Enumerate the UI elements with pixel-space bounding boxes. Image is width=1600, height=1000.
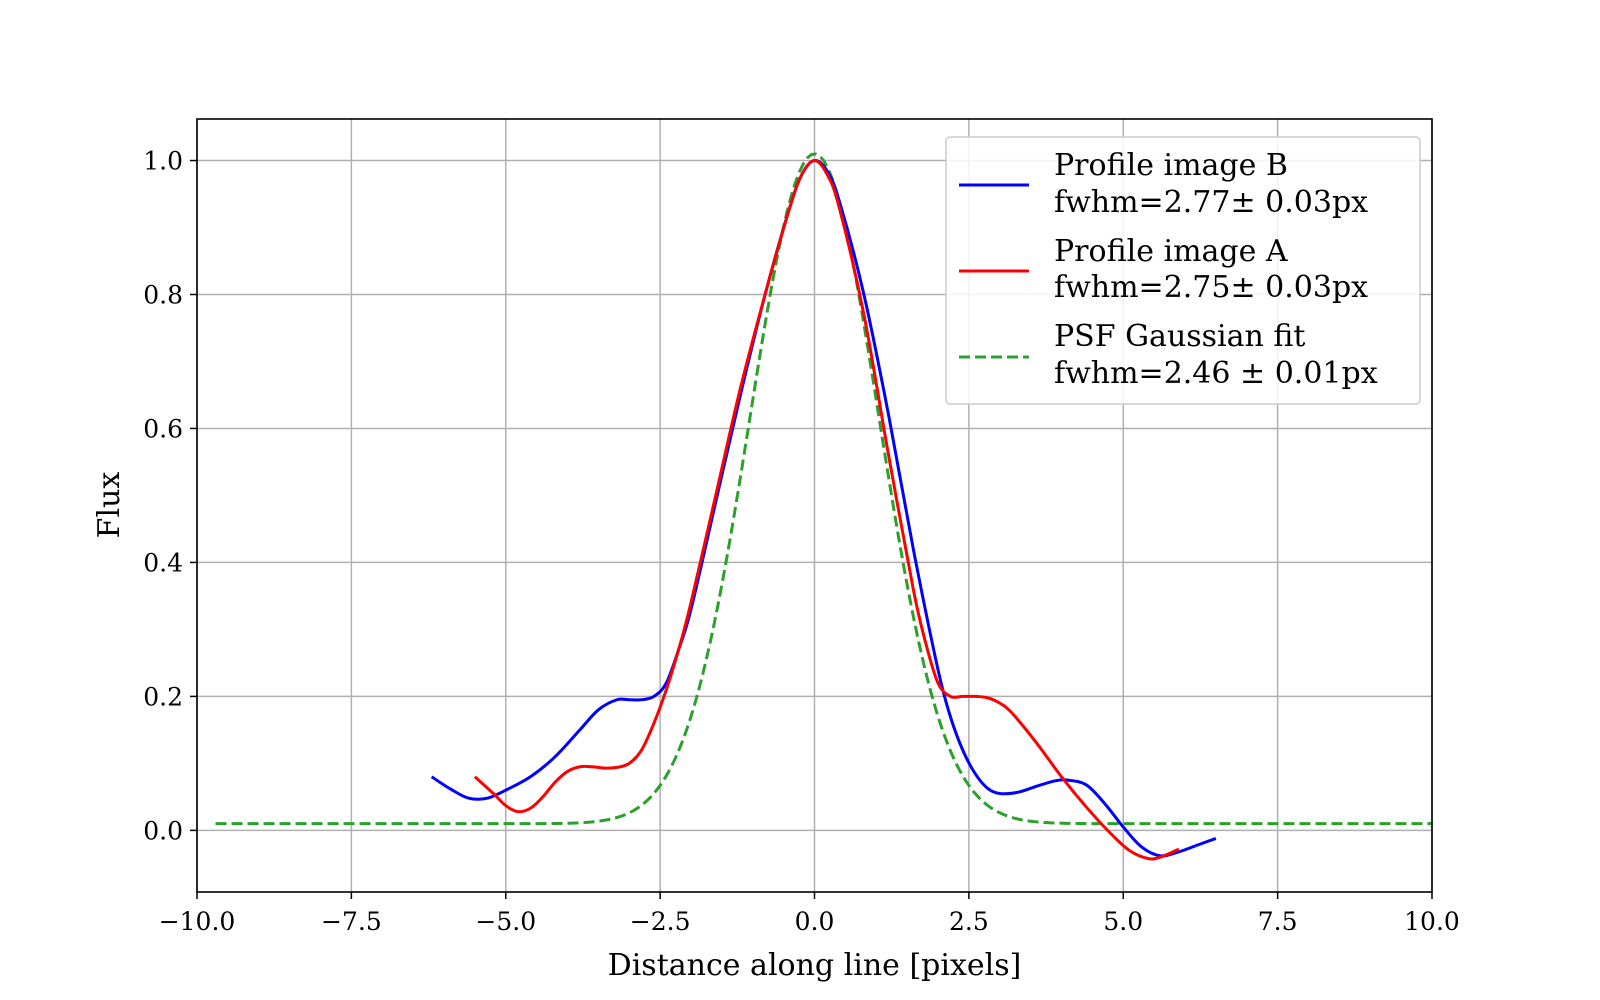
x-tick-label: 7.5 xyxy=(1258,907,1298,936)
y-tick-label: 0.0 xyxy=(143,816,183,845)
x-tick-label: −5.0 xyxy=(475,907,536,936)
legend-label-psf-fit-fwhm: fwhm=2.46 ± 0.01px xyxy=(1054,356,1378,391)
x-tick-label: −7.5 xyxy=(321,907,382,936)
x-tick-label: 2.5 xyxy=(949,907,989,936)
series-line-profile-image-a xyxy=(473,159,1180,861)
y-tick-label: 1.0 xyxy=(143,147,183,176)
y-tick-label: 0.8 xyxy=(143,280,183,309)
x-tick-label: 5.0 xyxy=(1103,907,1143,936)
data-series xyxy=(215,152,1432,861)
x-axis-label: Distance along line [pixels] xyxy=(608,948,1022,983)
legend-label-profile-b-name: Profile image B xyxy=(1054,148,1288,183)
x-tick-label: 0.0 xyxy=(795,907,835,936)
legend-box xyxy=(945,136,1421,405)
y-tick-label: 0.4 xyxy=(143,548,183,577)
y-axis-label: Flux xyxy=(92,472,127,539)
axis-ticks: −10.0 −7.5 −5.0 −2.5 0.0 2.5 5.0 7.5 10.0 0.0 0.2 0… xyxy=(143,147,1460,936)
x-tick-label: −2.5 xyxy=(630,907,691,936)
legend: Profile image B fwhm=2.77± 0.03px Profil… xyxy=(945,136,1421,405)
series-line-profile-image-b xyxy=(430,159,1217,858)
x-tick-label: −10.0 xyxy=(159,907,236,936)
legend-label-profile-a-fwhm: fwhm=2.75± 0.03px xyxy=(1054,270,1368,305)
y-tick-label: 0.6 xyxy=(143,414,183,443)
legend-label-profile-a-name: Profile image A xyxy=(1054,234,1288,269)
legend-label-psf-fit-name: PSF Gaussian fit xyxy=(1054,319,1305,354)
y-tick-label: 0.2 xyxy=(143,682,183,711)
x-tick-label: 10.0 xyxy=(1404,907,1460,936)
legend-label-profile-b-fwhm: fwhm=2.77± 0.03px xyxy=(1054,185,1368,220)
series-line-psf-gaussian-fit xyxy=(215,152,1432,826)
